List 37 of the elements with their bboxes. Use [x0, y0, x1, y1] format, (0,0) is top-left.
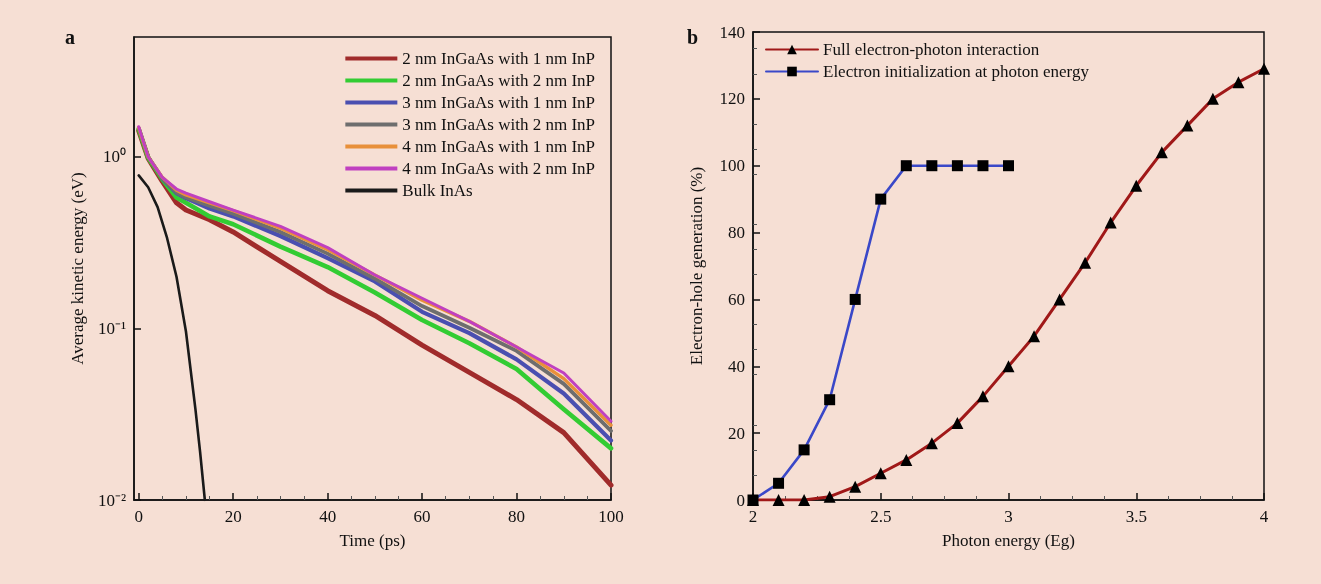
- legend-label: 2 nm InGaAs with 1 nm InP: [402, 49, 596, 68]
- y-tick-label: 100: [719, 156, 745, 176]
- y-axis-title: Electron-hole generation (%): [687, 166, 706, 366]
- legend-label: 3 nm InGaAs with 2 nm InP: [402, 115, 596, 134]
- legend-label: 4 nm InGaAs with 2 nm InP: [402, 159, 596, 178]
- y-tick-label: 20: [728, 423, 745, 443]
- x-axis-title: Photon energy (Eg): [942, 531, 1075, 550]
- y-tick-label: 0: [736, 490, 745, 510]
- x-axis-title: Time (ps): [339, 531, 406, 550]
- x-tick-label: 20: [224, 507, 242, 526]
- legend-label: 2 nm InGaAs with 2 nm InP: [402, 71, 596, 90]
- x-tick-label: 4: [1259, 507, 1269, 526]
- legend-label: Electron initialization at photon energy: [823, 62, 1090, 81]
- y-tick-label: 120: [719, 89, 745, 109]
- x-tick-label: 0: [134, 507, 143, 526]
- chart-title: a: [65, 26, 75, 48]
- legend-label: 4 nm InGaAs with 1 nm InP: [402, 137, 596, 156]
- x-tick-label: 100: [598, 507, 624, 526]
- x-tick-label: 40: [319, 507, 337, 526]
- y-tick-label: 10⁻¹: [97, 318, 126, 338]
- x-tick-label: 80: [508, 507, 526, 526]
- x-tick-label: 3.5: [1125, 507, 1147, 526]
- legend-label: Bulk InAs: [402, 181, 473, 200]
- y-axis-title: Average kinetic energy (eV): [68, 172, 87, 365]
- y-tick-label: 10⁰: [103, 147, 126, 167]
- y-tick-label: 60: [728, 289, 745, 309]
- legend-label: 3 nm InGaAs with 1 nm InP: [402, 93, 596, 112]
- legend-label: Full electron-photon interaction: [823, 40, 1040, 59]
- x-tick-label: 3: [1004, 507, 1013, 526]
- y-tick-label: 140: [719, 22, 745, 42]
- y-tick-label: 40: [728, 356, 745, 376]
- x-tick-label: 60: [413, 507, 431, 526]
- y-tick-label: 10⁻²: [97, 490, 126, 510]
- x-tick-label: 2: [748, 507, 758, 526]
- chart-title: b: [687, 26, 699, 48]
- x-tick-label: 2.5: [870, 507, 892, 526]
- y-tick-label: 80: [728, 223, 745, 243]
